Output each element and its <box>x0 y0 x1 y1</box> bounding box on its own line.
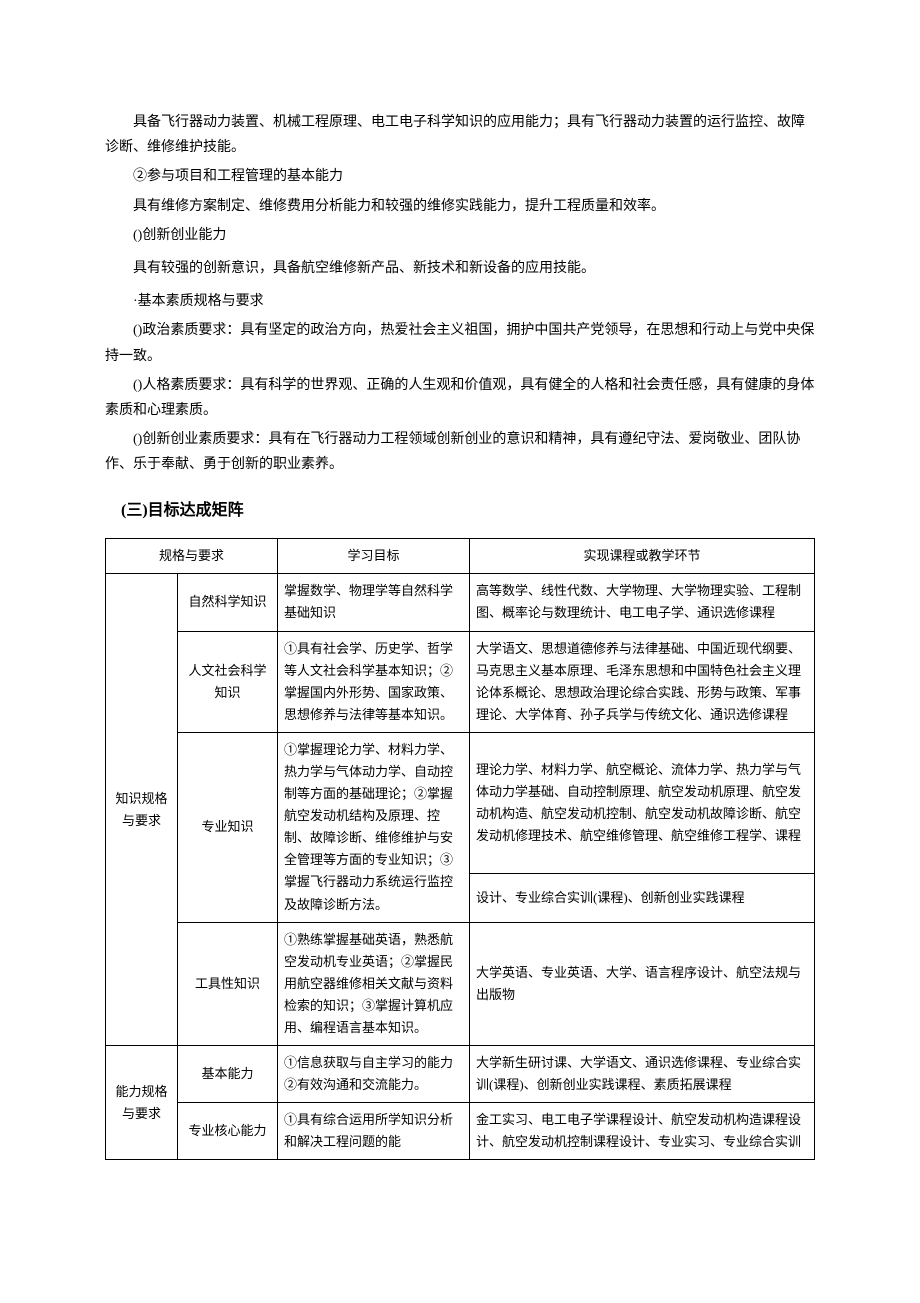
sub-professional: 专业知识 <box>178 732 278 922</box>
table-row: 专业核心能力 ①具有综合运用所学知识分析和解决工程问题的能 金工实习、电工电子学… <box>106 1103 815 1160</box>
course-natural-science: 高等数学、线性代数、大学物理、大学物理实验、工程制图、概率论与数理统计、电工电子… <box>470 574 815 631</box>
table-header-row: 规格与要求 学习目标 实现课程或教学环节 <box>106 539 815 574</box>
para-5: 具有较强的创新意识，具备航空维修新产品、新技术和新设备的应用技能。 <box>105 256 815 281</box>
para-9: ()创新创业素质要求：具有在飞行器动力工程领域创新创业的意识和精神，具有遵纪守法… <box>105 427 815 477</box>
sub-natural-science: 自然科学知识 <box>178 574 278 631</box>
para-1: 具备飞行器动力装置、机械工程原理、电工电子科学知识的应用能力；具有飞行器动力装置… <box>105 110 815 160</box>
sub-core-ability: 专业核心能力 <box>178 1103 278 1160</box>
sub-tool: 工具性知识 <box>178 922 278 1045</box>
achievement-matrix-table: 规格与要求 学习目标 实现课程或教学环节 知识规格与要求 自然科学知识 掌握数学… <box>105 538 815 1160</box>
header-spec: 规格与要求 <box>106 539 278 574</box>
sub-basic-ability: 基本能力 <box>178 1046 278 1103</box>
obj-humanities: ①具有社会学、历史学、哲学等人文社会科学基本知识；②掌握国内外形势、国家政策、思… <box>278 631 470 732</box>
course-humanities: 大学语文、思想道德修养与法律基础、中国近现代纲要、马克思主义基本原理、毛泽东思想… <box>470 631 815 732</box>
table-row: 专业知识 ①掌握理论力学、材料力学、热力学与气体动力学、自动控制等方面的基础理论… <box>106 732 815 873</box>
para-4: ()创新创业能力 <box>105 223 815 248</box>
para-6: ·基本素质规格与要求 <box>105 289 815 314</box>
sub-humanities: 人文社会科学知识 <box>178 631 278 732</box>
cat-ability: 能力规格与要求 <box>106 1046 178 1160</box>
para-2: ②参与项目和工程管理的基本能力 <box>105 164 815 189</box>
table-row: 工具性知识 ①熟练掌握基础英语，熟悉航空发动机专业英语；②掌握民用航空器维修相关… <box>106 922 815 1045</box>
cat-knowledge: 知识规格与要求 <box>106 574 178 1046</box>
section-heading-matrix: (三)目标达成矩阵 <box>121 497 815 526</box>
document-body: 具备飞行器动力装置、机械工程原理、电工电子科学知识的应用能力；具有飞行器动力装置… <box>105 110 815 1160</box>
header-course: 实现课程或教学环节 <box>470 539 815 574</box>
obj-natural-science: 掌握数学、物理学等自然科学基础知识 <box>278 574 470 631</box>
table-row: 知识规格与要求 自然科学知识 掌握数学、物理学等自然科学基础知识 高等数学、线性… <box>106 574 815 631</box>
course-core-ability: 金工实习、电工电子学课程设计、航空发动机构造课程设 计、航空发动机控制课程设计、… <box>470 1103 815 1160</box>
course-basic-ability: 大学新生研讨课、大学语文、通识选修课程、专业综合实训(课程)、创新创业实践课程、… <box>470 1046 815 1103</box>
table-row: 能力规格与要求 基本能力 ①信息获取与自主学习的能力②有效沟通和交流能力。 大学… <box>106 1046 815 1103</box>
table-row: 人文社会科学知识 ①具有社会学、历史学、哲学等人文社会科学基本知识；②掌握国内外… <box>106 631 815 732</box>
para-3: 具有维修方案制定、维修费用分析能力和较强的维修实践能力，提升工程质量和效率。 <box>105 194 815 219</box>
course-professional-a: 理论力学、材料力学、航空概论、流体力学、热力学与气 体动力学基础、自动控制原理、… <box>470 732 815 873</box>
obj-basic-ability: ①信息获取与自主学习的能力②有效沟通和交流能力。 <box>278 1046 470 1103</box>
obj-core-ability: ①具有综合运用所学知识分析和解决工程问题的能 <box>278 1103 470 1160</box>
obj-professional: ①掌握理论力学、材料力学、热力学与气体动力学、自动控制等方面的基础理论；②掌握航… <box>278 732 470 922</box>
header-obj: 学习目标 <box>278 539 470 574</box>
para-7: ()政治素质要求：具有坚定的政治方向，热爱社会主义祖国，拥护中国共产党领导，在思… <box>105 318 815 368</box>
obj-tool: ①熟练掌握基础英语，熟悉航空发动机专业英语；②掌握民用航空器维修相关文献与资料检… <box>278 922 470 1045</box>
para-8: ()人格素质要求：具有科学的世界观、正确的人生观和价值观，具有健全的人格和社会责… <box>105 373 815 423</box>
course-tool: 大学英语、专业英语、大学、语言程序设计、航空法规与出版物 <box>470 922 815 1045</box>
course-professional-b: 设计、专业综合实训(课程)、创新创业实践课程 <box>470 873 815 922</box>
